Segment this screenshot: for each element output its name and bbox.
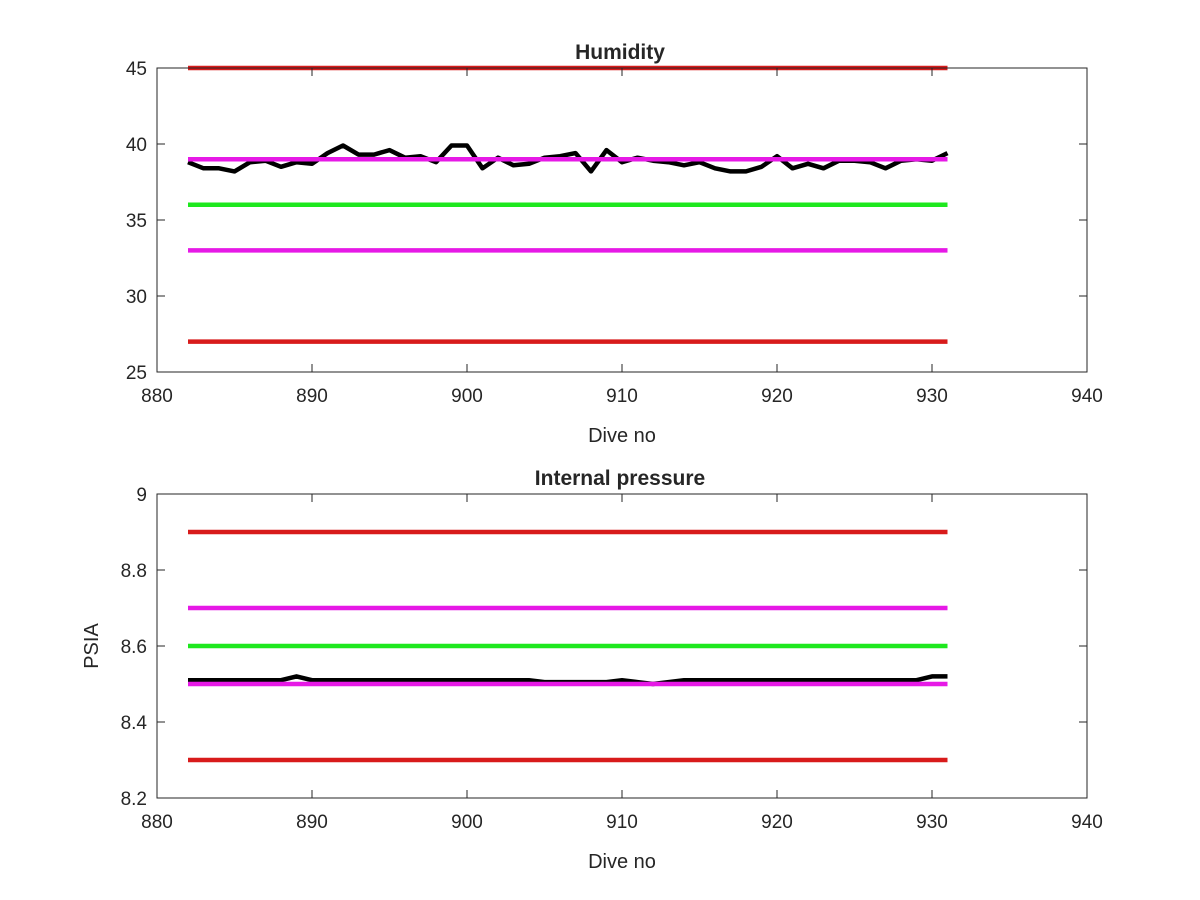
chart-0-xtick-label: 900 xyxy=(451,386,483,407)
chart-1-xtick-label: 900 xyxy=(451,812,483,833)
chart-1-ytick-label: 8.2 xyxy=(121,789,147,810)
chart-1-y-axis-label: PSIA xyxy=(81,623,103,669)
chart-0-ytick-label: 35 xyxy=(126,211,147,232)
chart-0-xtick-label: 910 xyxy=(606,386,638,407)
chart-0-x-axis-label: Dive no xyxy=(588,425,656,447)
chart-0-ytick-label: 25 xyxy=(126,363,147,384)
chart-1-xtick-label: 880 xyxy=(141,812,173,833)
chart-0-title: Humidity xyxy=(575,41,665,64)
chart-0-ytick-label: 30 xyxy=(126,287,147,308)
chart-1-ytick-label: 8.8 xyxy=(121,561,147,582)
chart-1-series-group xyxy=(188,529,948,763)
chart-0-xtick-label: 880 xyxy=(141,386,173,407)
chart-1-ytick-label: 8.6 xyxy=(121,637,147,658)
chart-0-ytick-label: 45 xyxy=(126,59,147,80)
chart-1-ytick-label: 8.4 xyxy=(121,713,148,734)
chart-0-xtick-label: 940 xyxy=(1071,386,1103,407)
chart-1-title: Internal pressure xyxy=(535,467,705,490)
chart-0-xtick-label: 890 xyxy=(296,386,328,407)
chart-0-ytick-label: 40 xyxy=(126,135,147,156)
chart-0-xtick-label: 920 xyxy=(761,386,793,407)
chart-1-xtick-label: 910 xyxy=(606,812,638,833)
chart-0-axes: 880 890 900 910 920 930 940 25 30 35 40 45 Humidity D… xyxy=(126,41,1103,447)
chart-1-xtick-label: 940 xyxy=(1071,812,1103,833)
chart-1-xtick-label: 890 xyxy=(296,812,328,833)
chart-1-axes: 880 890 900 910 920 930 940 8.2 8.4 8.6 8.8 9 Intern… xyxy=(81,467,1103,873)
chart-1-xtick-label: 920 xyxy=(761,812,793,833)
chart-0-xtick-label: 930 xyxy=(916,386,948,407)
chart-1-xtick-label: 930 xyxy=(916,812,948,833)
chart-1-x-axis-label: Dive no xyxy=(588,851,656,873)
chart-1-ytick-label: 9 xyxy=(136,485,147,506)
chart-0-series-measured-line xyxy=(187,143,949,174)
chart-0-plot-area xyxy=(157,68,1087,372)
